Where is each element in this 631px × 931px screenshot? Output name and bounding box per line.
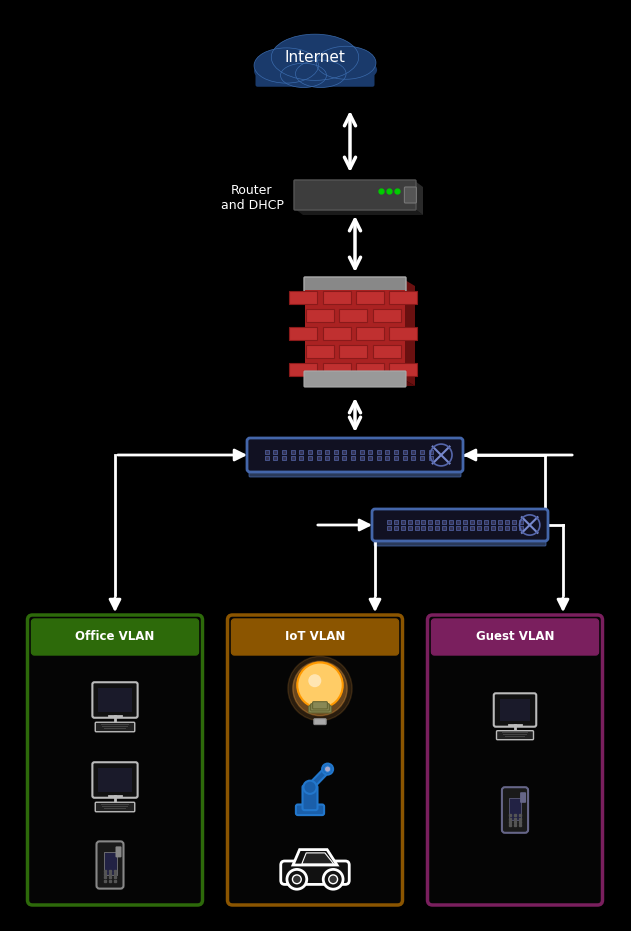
FancyBboxPatch shape	[306, 345, 334, 358]
FancyBboxPatch shape	[296, 804, 324, 816]
FancyBboxPatch shape	[404, 187, 416, 203]
Text: Router
and DHCP: Router and DHCP	[221, 184, 283, 212]
FancyBboxPatch shape	[372, 509, 548, 541]
Circle shape	[309, 674, 321, 687]
FancyBboxPatch shape	[373, 309, 401, 322]
Text: IoT VLAN: IoT VLAN	[285, 630, 345, 643]
Circle shape	[322, 763, 333, 775]
FancyBboxPatch shape	[356, 363, 384, 376]
FancyBboxPatch shape	[502, 733, 528, 734]
FancyBboxPatch shape	[92, 682, 138, 718]
FancyBboxPatch shape	[493, 694, 536, 727]
FancyBboxPatch shape	[356, 291, 384, 304]
Circle shape	[297, 663, 343, 708]
FancyBboxPatch shape	[339, 309, 367, 322]
Polygon shape	[415, 181, 423, 215]
Circle shape	[304, 781, 317, 794]
Circle shape	[287, 870, 307, 889]
FancyBboxPatch shape	[339, 345, 367, 358]
FancyBboxPatch shape	[98, 768, 132, 791]
FancyBboxPatch shape	[312, 702, 327, 708]
FancyBboxPatch shape	[432, 619, 598, 655]
FancyBboxPatch shape	[290, 363, 317, 376]
FancyBboxPatch shape	[290, 327, 317, 341]
FancyBboxPatch shape	[101, 804, 129, 805]
FancyBboxPatch shape	[95, 803, 135, 812]
Text: Office VLAN: Office VLAN	[75, 630, 155, 643]
FancyBboxPatch shape	[102, 806, 127, 807]
FancyBboxPatch shape	[32, 619, 199, 655]
FancyBboxPatch shape	[104, 728, 126, 729]
FancyBboxPatch shape	[228, 615, 403, 905]
Polygon shape	[293, 850, 337, 865]
FancyBboxPatch shape	[427, 615, 603, 905]
FancyBboxPatch shape	[28, 615, 203, 905]
FancyBboxPatch shape	[249, 468, 461, 477]
Ellipse shape	[281, 63, 326, 88]
FancyBboxPatch shape	[306, 309, 334, 322]
FancyBboxPatch shape	[322, 327, 351, 341]
Circle shape	[292, 875, 301, 884]
FancyBboxPatch shape	[389, 327, 417, 341]
FancyBboxPatch shape	[322, 363, 351, 376]
Circle shape	[329, 875, 338, 884]
FancyBboxPatch shape	[102, 726, 127, 727]
FancyBboxPatch shape	[256, 63, 375, 87]
Ellipse shape	[254, 47, 319, 83]
Ellipse shape	[340, 60, 377, 80]
Text: Internet: Internet	[285, 50, 345, 65]
FancyBboxPatch shape	[247, 438, 463, 472]
FancyBboxPatch shape	[97, 842, 124, 888]
FancyBboxPatch shape	[309, 706, 331, 713]
Polygon shape	[302, 853, 334, 864]
FancyBboxPatch shape	[304, 371, 406, 387]
FancyBboxPatch shape	[95, 722, 135, 732]
FancyBboxPatch shape	[389, 291, 417, 304]
FancyBboxPatch shape	[101, 724, 129, 725]
FancyBboxPatch shape	[322, 291, 351, 304]
FancyBboxPatch shape	[520, 792, 526, 803]
FancyBboxPatch shape	[103, 853, 117, 875]
FancyBboxPatch shape	[389, 363, 417, 376]
FancyBboxPatch shape	[302, 785, 317, 810]
FancyBboxPatch shape	[304, 277, 406, 297]
FancyBboxPatch shape	[294, 180, 416, 210]
FancyBboxPatch shape	[314, 719, 326, 724]
Circle shape	[288, 656, 352, 721]
Ellipse shape	[271, 34, 358, 80]
FancyBboxPatch shape	[92, 762, 138, 798]
Polygon shape	[305, 380, 415, 386]
Polygon shape	[295, 209, 423, 215]
FancyBboxPatch shape	[500, 699, 530, 721]
FancyBboxPatch shape	[497, 731, 533, 740]
FancyBboxPatch shape	[232, 619, 399, 655]
Polygon shape	[305, 769, 332, 788]
Circle shape	[323, 870, 343, 889]
Ellipse shape	[254, 60, 295, 82]
FancyBboxPatch shape	[373, 345, 401, 358]
FancyBboxPatch shape	[290, 291, 317, 304]
FancyBboxPatch shape	[305, 290, 405, 380]
FancyBboxPatch shape	[98, 688, 132, 712]
FancyBboxPatch shape	[115, 846, 122, 857]
FancyBboxPatch shape	[104, 808, 126, 809]
Circle shape	[293, 661, 347, 716]
Text: Guest VLAN: Guest VLAN	[476, 630, 554, 643]
Ellipse shape	[295, 60, 346, 88]
Ellipse shape	[316, 47, 376, 79]
FancyBboxPatch shape	[356, 327, 384, 341]
Circle shape	[324, 766, 331, 773]
Polygon shape	[405, 280, 415, 386]
FancyBboxPatch shape	[310, 704, 329, 711]
FancyBboxPatch shape	[509, 798, 521, 820]
FancyBboxPatch shape	[505, 735, 525, 737]
FancyBboxPatch shape	[281, 861, 349, 884]
FancyBboxPatch shape	[502, 788, 528, 833]
FancyBboxPatch shape	[374, 537, 546, 546]
